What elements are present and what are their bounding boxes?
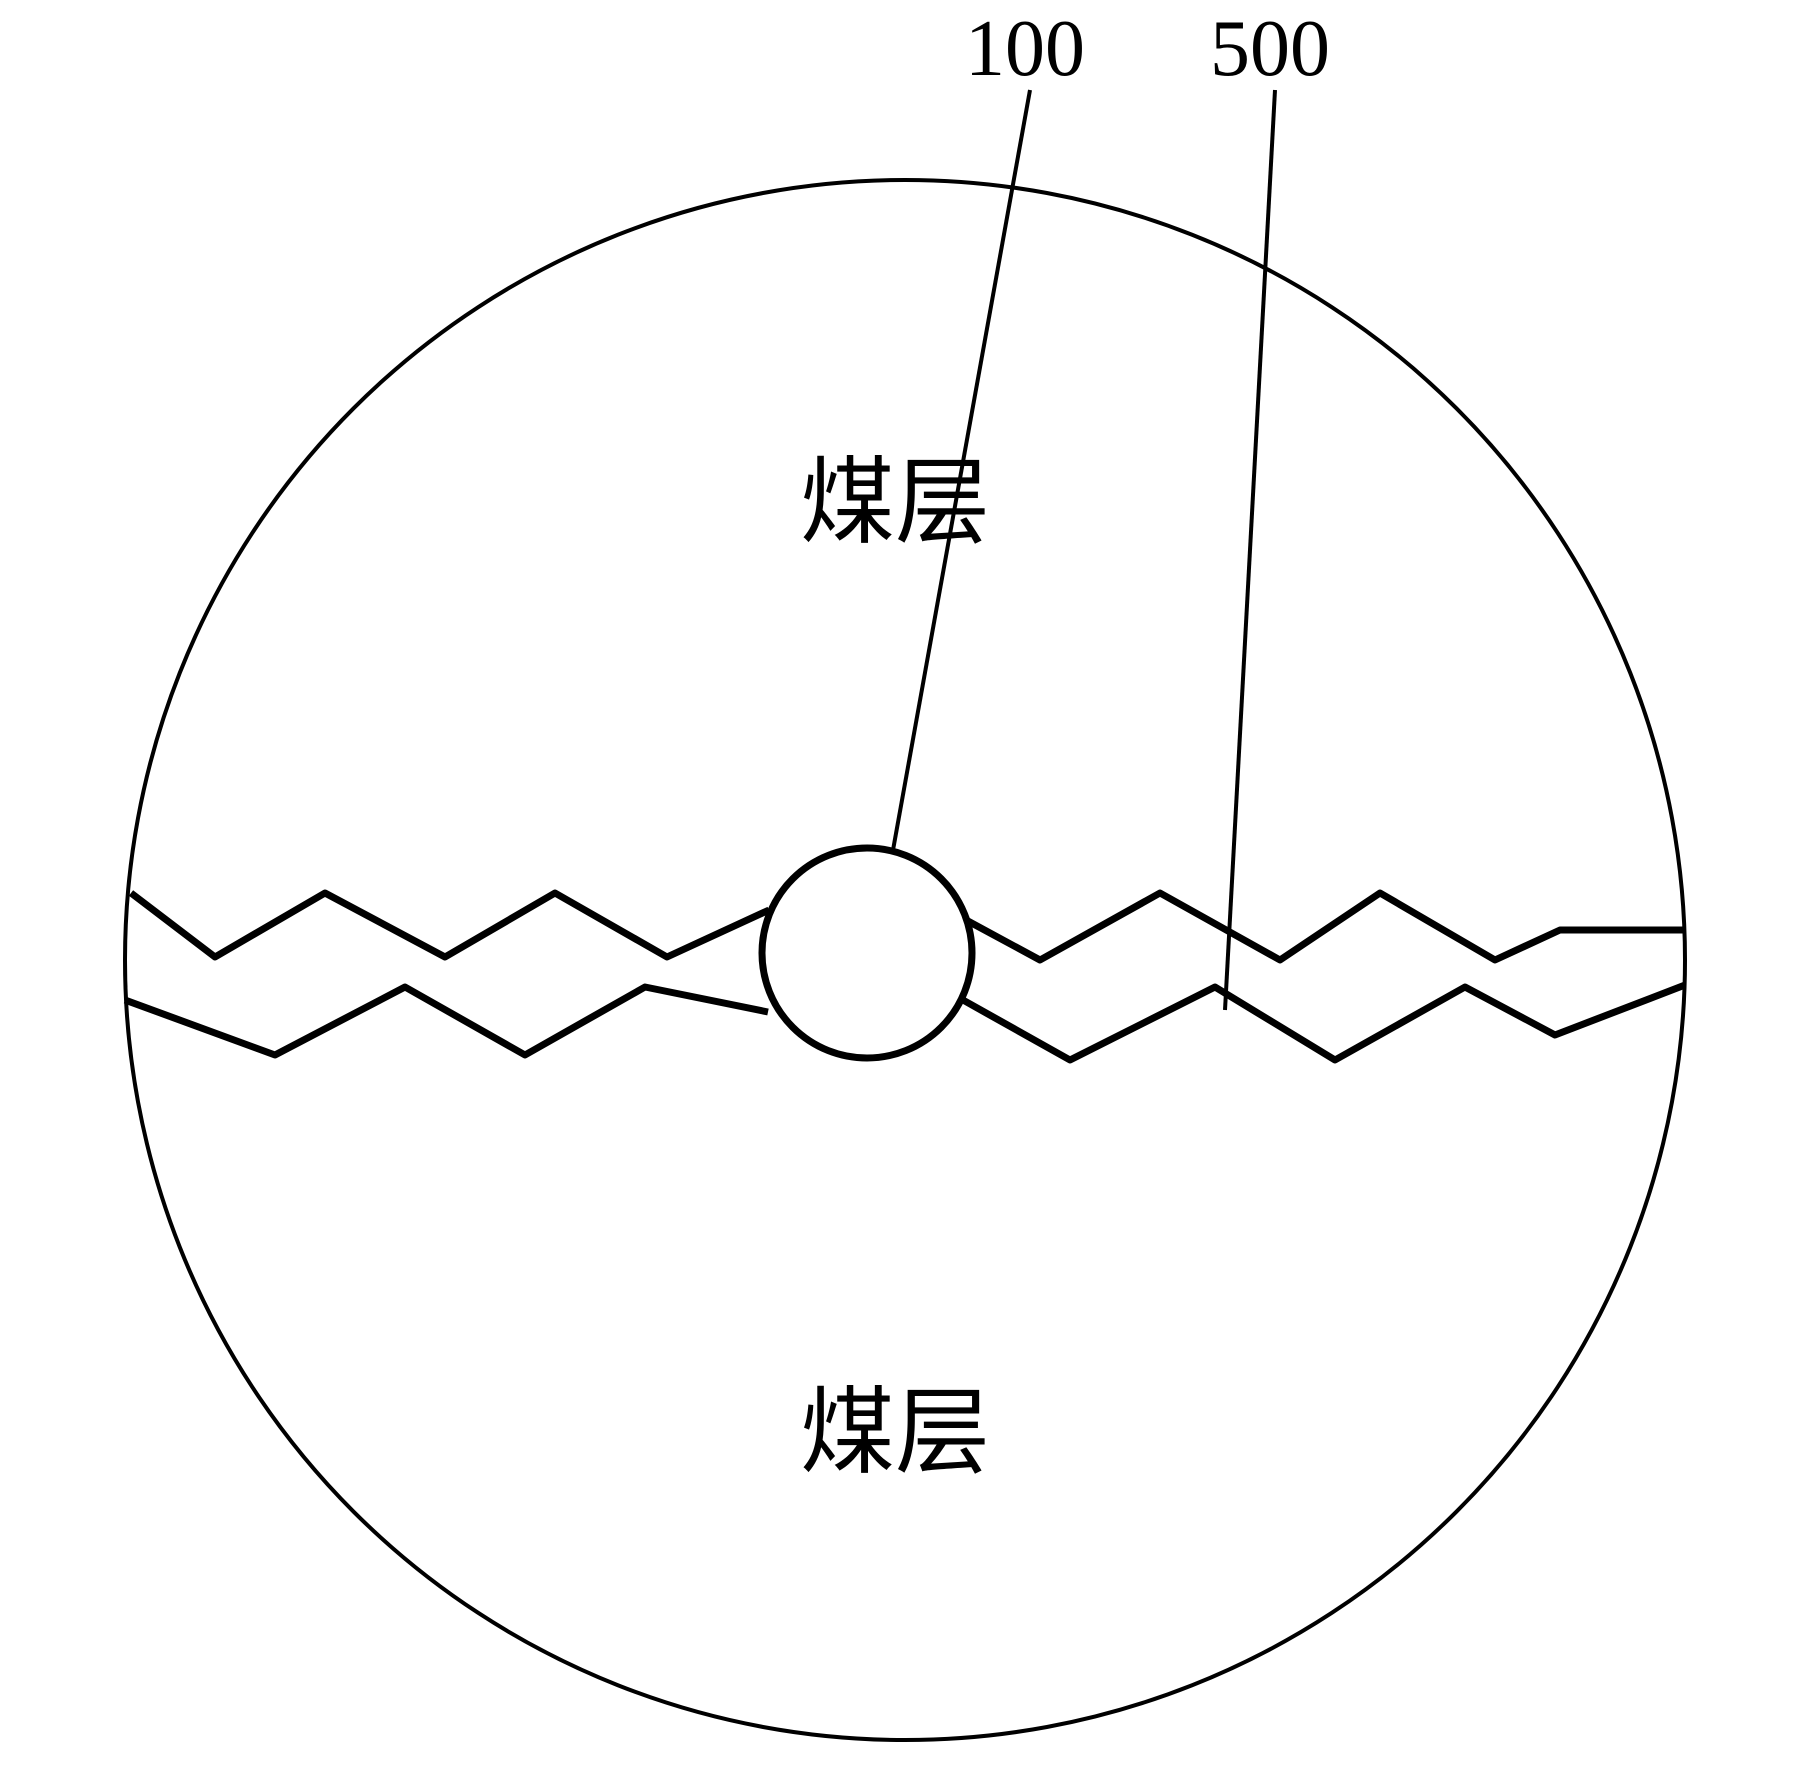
coal-seam-top-label: 煤层	[800, 450, 990, 556]
callout-100-label: 100	[965, 5, 1085, 93]
inner-circle	[762, 848, 972, 1058]
coal-seam-bottom-label: 煤层	[800, 1380, 990, 1486]
callout-500-label: 500	[1210, 5, 1330, 93]
